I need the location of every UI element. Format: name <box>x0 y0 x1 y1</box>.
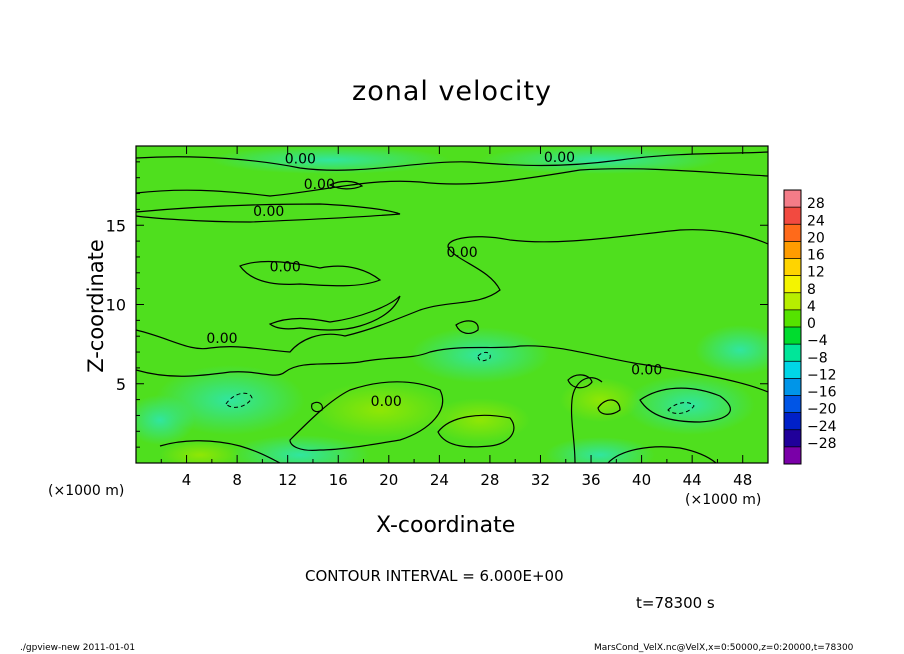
y-tick-label: 10 <box>106 296 126 315</box>
x-tick-label: 4 <box>182 471 192 489</box>
y-axis: 5 10 15 <box>106 161 768 448</box>
footer-right: MarsCond_VelX.nc@VelX,x=0:50000,z=0:2000… <box>594 643 854 653</box>
x-tick-label: 12 <box>278 471 297 489</box>
contour-label: 0.00 <box>285 152 316 168</box>
contour-label: 0.00 <box>544 150 575 166</box>
contour-label: 0.00 <box>371 394 402 410</box>
x-tick-label: 40 <box>632 471 651 489</box>
colorbar-label: 4 <box>807 299 816 315</box>
x-tick-label: 8 <box>232 471 242 489</box>
colorbar-label: −4 <box>807 333 828 349</box>
colorbar-swatch <box>784 275 801 294</box>
footer-left: ./gpview-new 2011-01-01 <box>20 643 136 653</box>
contour-lines <box>136 151 768 463</box>
colorbar-swatch <box>784 190 801 208</box>
colorbar-swatch <box>784 378 801 396</box>
colorbar-label: 24 <box>807 213 825 229</box>
time-label: t=78300 s <box>636 594 715 612</box>
colorbar-swatch <box>784 309 801 328</box>
colorbar-label: −16 <box>807 385 837 401</box>
colorbar-swatch <box>784 207 801 225</box>
colorbar-swatch <box>784 344 801 362</box>
colorbar-swatch <box>784 395 801 413</box>
contour-label-layer: 0.00 0.00 0.00 0.00 0.00 0.00 0.00 0.00 0.00 <box>206 150 662 410</box>
y-tick-label: 15 <box>106 216 126 235</box>
colorbar-label: −28 <box>807 436 837 452</box>
x-unit-right: (×1000 m) <box>685 492 762 508</box>
colorbar-label: 8 <box>807 282 816 298</box>
colorbar-label: 0 <box>807 316 816 332</box>
colorbar-swatch <box>784 241 801 259</box>
contour-label: 0.00 <box>253 204 284 220</box>
x-tick-label: 44 <box>683 471 702 489</box>
x-tick-label: 36 <box>581 471 600 489</box>
x-tick-label: 32 <box>531 471 550 489</box>
colorbar-swatch <box>784 429 801 448</box>
contour-interval-label: CONTOUR INTERVAL = 6.000E+00 <box>305 567 564 585</box>
x-tick-label: 28 <box>480 471 499 489</box>
contour-label: 0.00 <box>270 259 301 275</box>
colorbar-swatch <box>784 224 801 242</box>
colorbar-swatch <box>784 361 801 379</box>
x-tick-label: 20 <box>379 471 398 489</box>
colorbar-label: 28 <box>807 196 825 212</box>
contour-label: 0.00 <box>447 245 478 261</box>
colorbar-swatch <box>784 327 801 345</box>
y-tick-label: 5 <box>116 375 126 394</box>
colorbar-label: −24 <box>807 419 837 435</box>
x-axis: 4 8 12 16 20 24 28 32 36 40 44 48 <box>160 146 752 489</box>
contour-label: 0.00 <box>631 362 662 378</box>
colorbar-swatch <box>784 412 801 431</box>
colorbar-label: −12 <box>807 367 837 383</box>
contour-label: 0.00 <box>206 331 237 347</box>
x-unit-left: (×1000 m) <box>48 483 125 499</box>
x-axis-label: X-coordinate <box>376 513 516 538</box>
x-tick-label: 16 <box>329 471 348 489</box>
colorbar-label: −8 <box>807 350 828 366</box>
chart-title: zonal velocity <box>352 76 552 107</box>
colorbar-label: 16 <box>807 248 825 264</box>
field-area <box>136 146 768 463</box>
colorbar-label: 20 <box>807 230 825 246</box>
x-tick-label: 48 <box>733 471 752 489</box>
colorbar-label: 12 <box>807 265 825 281</box>
contour-label: 0.00 <box>304 177 335 193</box>
colorbar-label: −20 <box>807 402 837 418</box>
colorbar-swatch <box>784 258 801 276</box>
colorbar-swatch <box>784 292 801 311</box>
x-tick-label: 24 <box>430 471 449 489</box>
negative-contours <box>225 351 695 414</box>
colorbar-swatch <box>784 446 801 465</box>
y-axis-label: Z-coordinate <box>84 239 108 373</box>
